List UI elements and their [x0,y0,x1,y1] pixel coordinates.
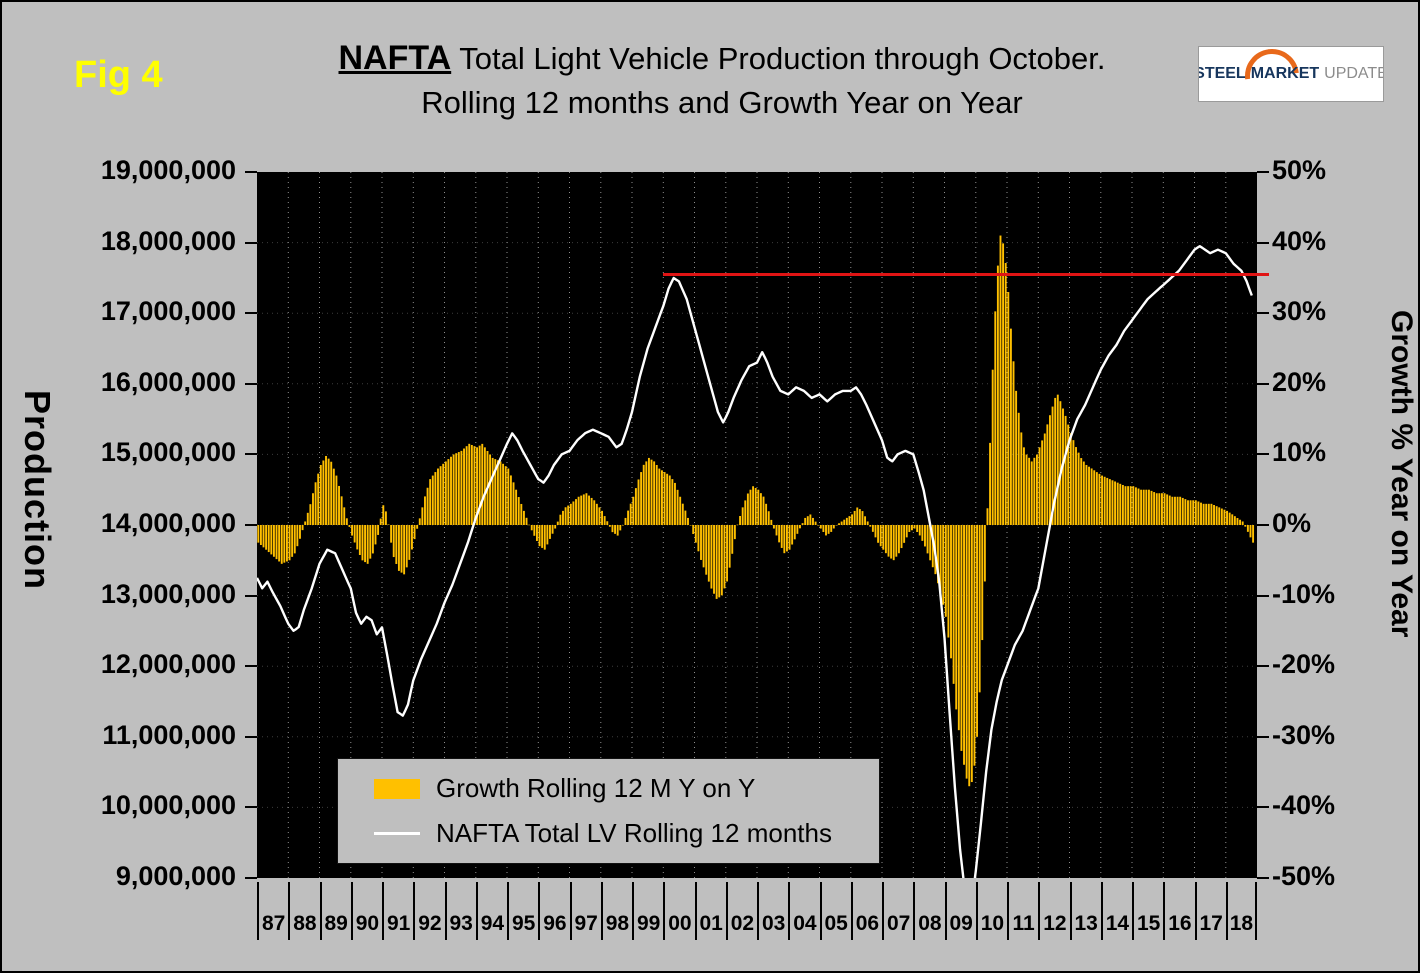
x-tick-label: 99 [632,882,663,940]
x-tick-label: 14 [1100,882,1132,940]
x-tick-label: 87 [257,882,288,940]
x-tick-label: 89 [319,882,351,940]
legend-label-production: NAFTA Total LV Rolling 12 months [436,818,832,848]
legend: Growth Rolling 12 M Y on Y NAFTA Total L… [337,758,880,864]
plot-canvas [257,172,1257,878]
right-tick-mark [1257,382,1269,385]
left-tick-mark [245,382,257,385]
logo-word-steel: STEEL [1198,65,1246,82]
right-axis-title: Growth % Year on Year [1385,310,1418,638]
left-tick-mark [245,171,257,173]
left-tick-label: 9,000,000 [115,861,236,891]
right-tick-mark [1257,806,1269,809]
right-tick-mark [1257,312,1269,315]
x-tick-label: 09 [944,882,976,940]
x-tick-label: 97 [569,882,601,940]
left-tick-mark [245,735,257,738]
x-tick-label: 04 [788,882,819,940]
x-tick-label: 96 [538,882,569,940]
title-keyword: NAFTA [338,39,452,77]
x-tick-label: 18 [1225,882,1257,940]
x-tick-label: 12 [1038,882,1069,940]
left-tick-mark [245,312,257,315]
x-tick-label: 08 [913,882,944,940]
title-line1-rest: Total Light Vehicle Production through O… [451,41,1106,76]
left-tick-mark [245,806,257,809]
reference-line [663,273,1269,277]
right-tick-label: 50% [1272,155,1327,185]
left-tick-mark [245,877,257,879]
bar-swatch-icon [374,778,420,799]
x-tick-label: 05 [819,882,851,940]
x-tick-label: 13 [1069,882,1101,940]
right-tick-mark [1257,877,1269,879]
logo-word-update: UPDATE [1324,65,1384,82]
legend-item-growth: Growth Rolling 12 M Y on Y [374,773,879,804]
line-swatch-icon [374,832,420,835]
x-tick-label: 10 [975,882,1007,940]
x-tick-label: 02 [725,882,757,940]
x-tick-label: 15 [1132,882,1163,940]
logo-word-market: MARKET [1250,65,1320,82]
right-tick-label: 40% [1272,225,1327,256]
legend-label-growth: Growth Rolling 12 M Y on Y [436,773,756,803]
x-tick-label: 91 [382,882,413,940]
x-tick-label: 00 [663,882,694,940]
chart-title-line1: NAFTA Total Light Vehicle Production thr… [202,36,1242,81]
right-tick-mark [1257,594,1269,597]
right-tick-mark [1257,735,1269,738]
right-tick-label: -40% [1272,790,1336,821]
left-tick-label: 10,000,000 [100,790,236,821]
legend-item-production: NAFTA Total LV Rolling 12 months [374,818,879,849]
x-tick-label: 93 [444,882,476,940]
right-tick-mark [1257,241,1269,244]
x-tick-label: 06 [850,882,882,940]
x-tick-label: 94 [475,882,507,940]
right-tick-label: -20% [1272,649,1336,680]
x-tick-label: 03 [757,882,788,940]
x-tick-label: 95 [507,882,538,940]
figure-label: Fig 4 [74,54,163,96]
right-tick-mark [1257,171,1269,173]
x-tick-label: 07 [882,882,913,940]
left-tick-mark [245,453,257,456]
x-tick-label: 17 [1194,882,1226,940]
chart-title-line2: Rolling 12 months and Growth Year on Yea… [421,85,1023,120]
steel-market-update-logo: STEEL MARKET UPDATE [1198,46,1384,102]
left-tick-label: 19,000,000 [100,155,236,185]
left-axis-title: Production [17,390,58,590]
production-line-series [257,245,1253,878]
x-tick-label: 92 [413,882,444,940]
x-tick-label: 16 [1163,882,1194,940]
x-tick-label: 90 [350,882,382,940]
left-tick-mark [245,524,257,526]
right-tick-mark [1257,524,1269,526]
growth-bars-series [257,235,1255,787]
left-tick-label: 12,000,000 [100,649,236,680]
right-tick-label: -50% [1272,861,1336,891]
x-tick-label: 88 [288,882,319,940]
left-tick-label: 17,000,000 [100,296,236,327]
right-tick-mark [1257,453,1269,456]
right-tick-label: -30% [1272,719,1336,750]
left-tick-mark [245,241,257,244]
left-tick-mark [245,594,257,597]
right-tick-mark [1257,665,1269,668]
chart-title: NAFTA Total Light Vehicle Production thr… [202,36,1242,125]
x-tick-label: 01 [694,882,726,940]
x-tick-label: 11 [1007,882,1038,940]
left-tick-label: 18,000,000 [100,225,236,256]
left-tick-label: 11,000,000 [102,719,236,750]
left-tick-mark [245,665,257,668]
x-tick-label: 98 [600,882,632,940]
x-axis: 87 88 89 90 91 92 93 94 95 96 97 98 99 00 01 02 03 04 05 06… [257,882,1259,940]
